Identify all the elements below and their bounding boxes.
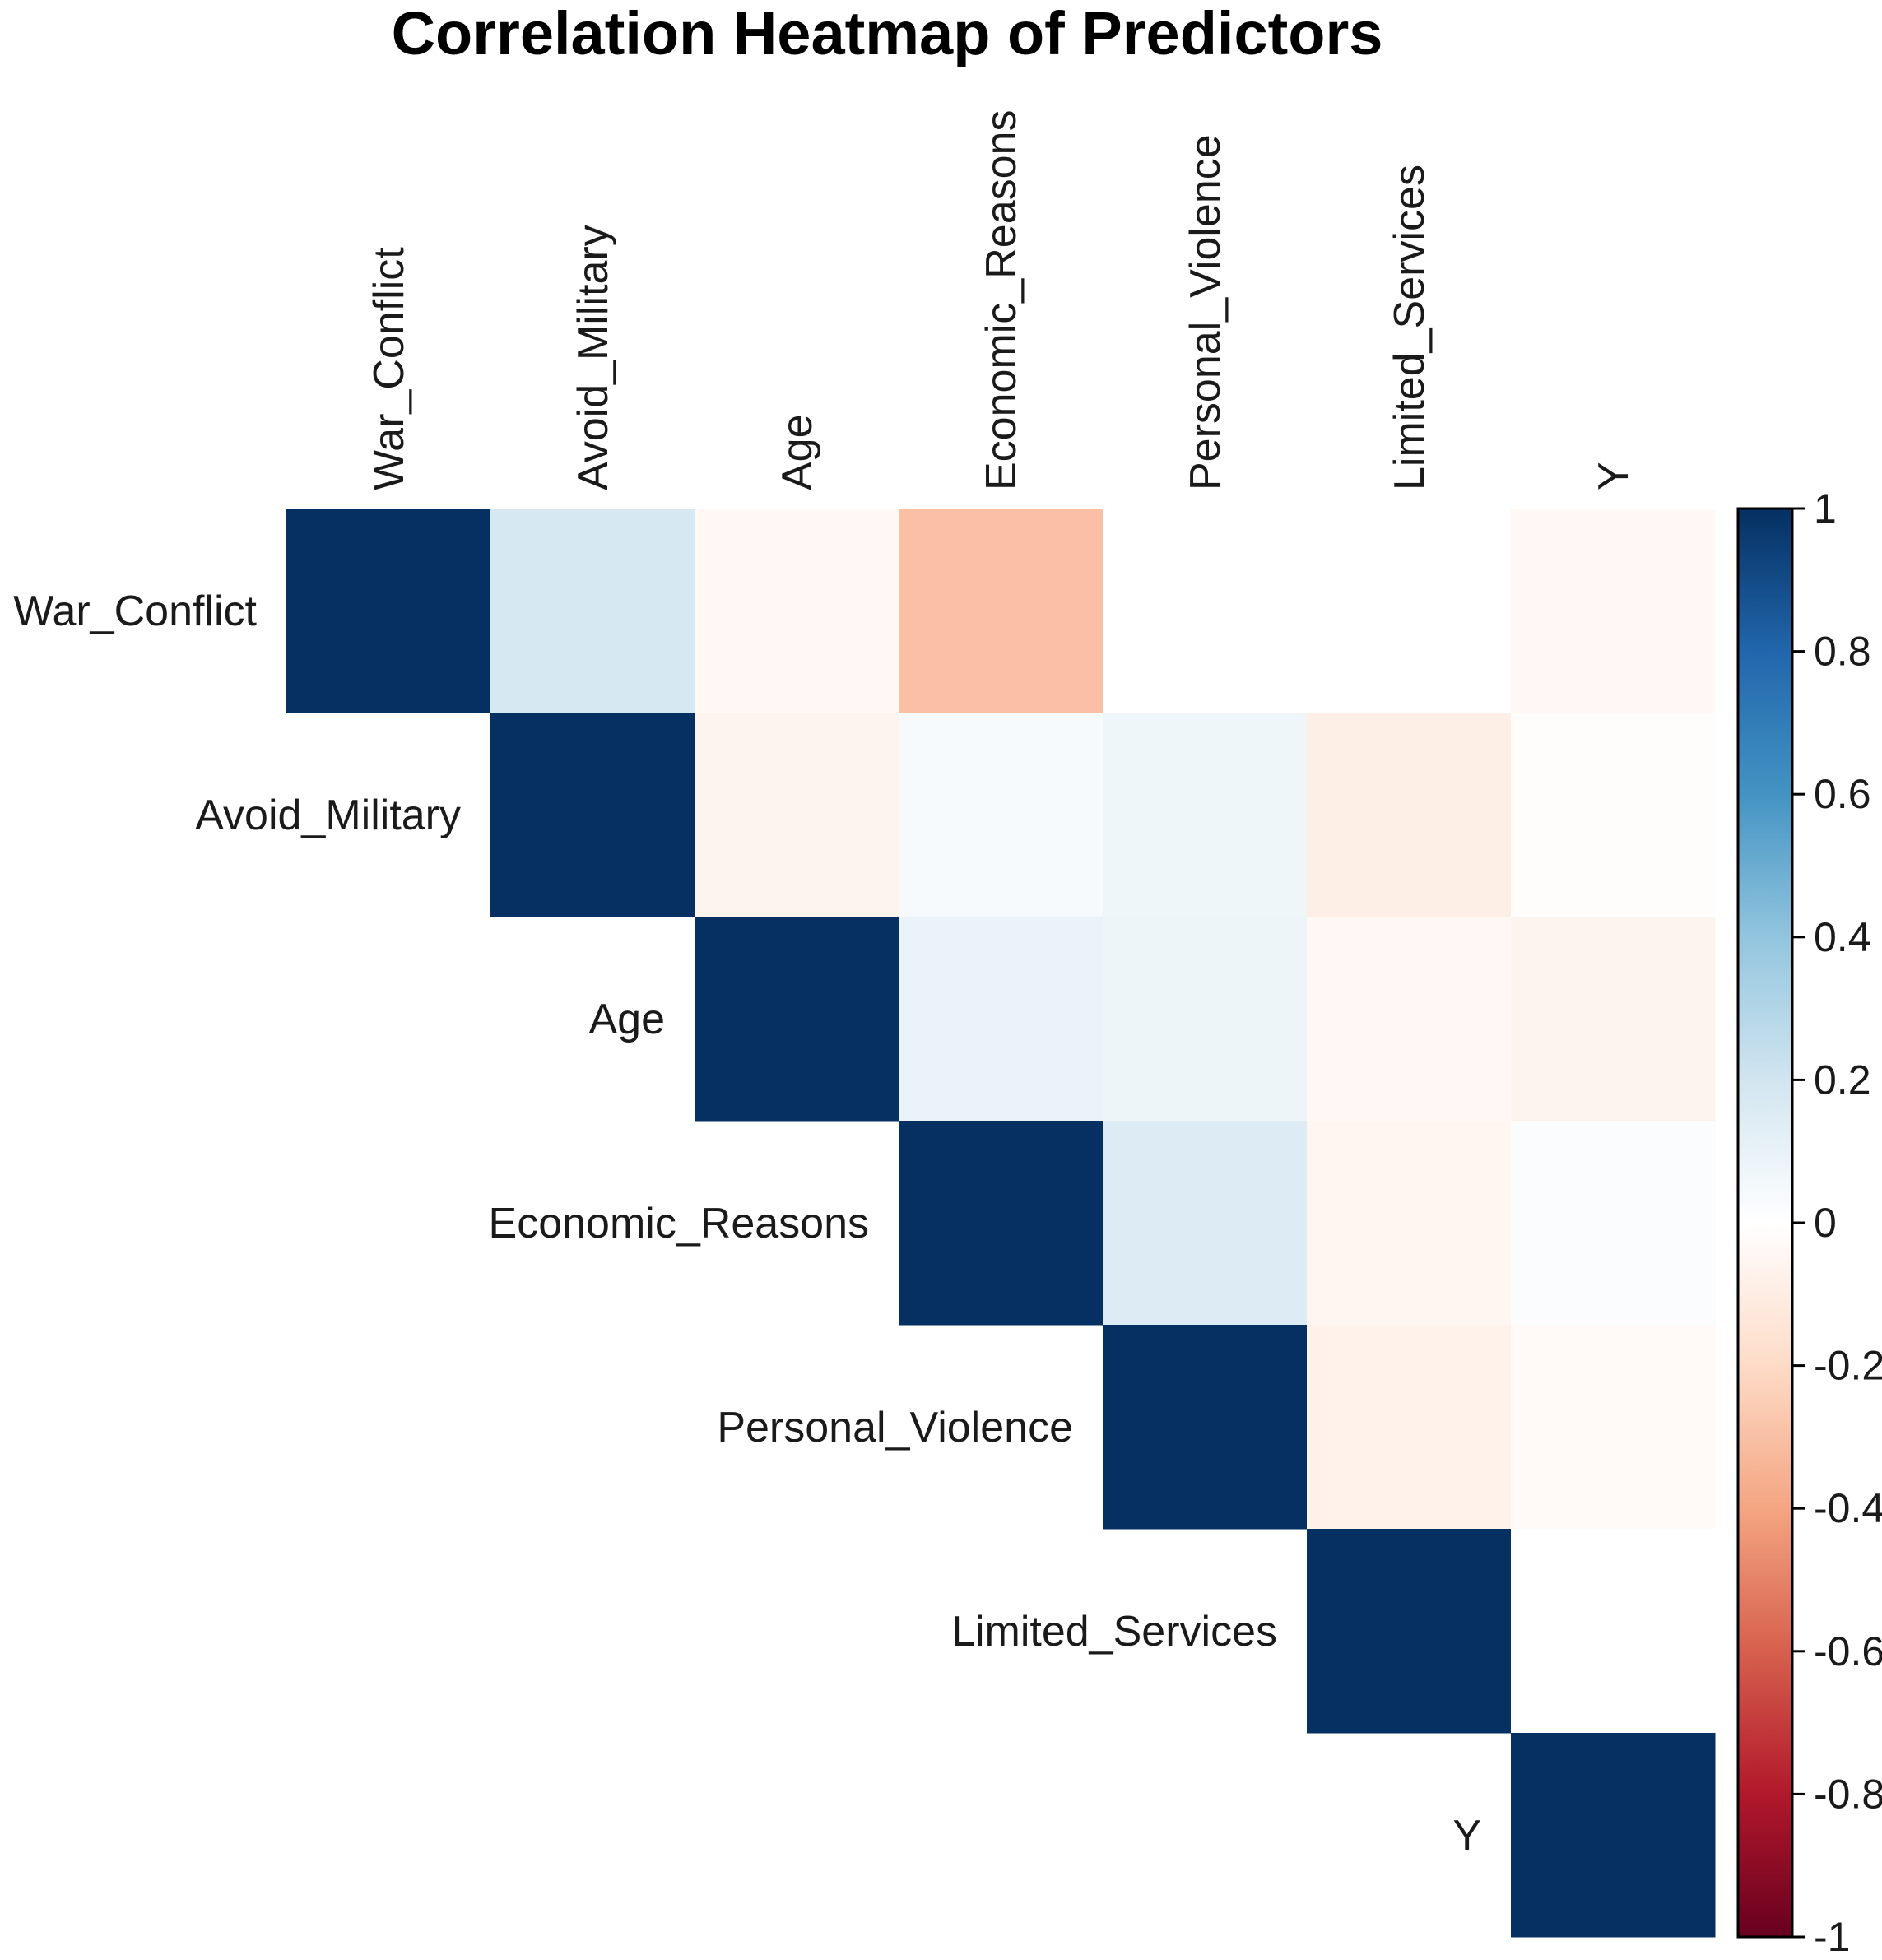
heatmap-cell xyxy=(899,1121,1104,1326)
column-label: Age xyxy=(774,414,821,490)
colorbar-tick-label: -0.6 xyxy=(1814,1628,1882,1674)
heatmap-cell xyxy=(1307,1121,1512,1326)
heatmap-cell xyxy=(1511,917,1716,1122)
heatmap-cell xyxy=(1103,1325,1308,1530)
heatmap-cell xyxy=(1307,509,1512,713)
heatmap-cell xyxy=(1511,1325,1716,1530)
row-label: Y xyxy=(1452,1812,1481,1860)
heatmap-cell xyxy=(1103,1121,1308,1326)
colorbar-tick-label: -1 xyxy=(1814,1914,1850,1960)
heatmap-cell xyxy=(695,509,899,713)
row-label: Personal_Violence xyxy=(717,1404,1073,1451)
heatmap-cell xyxy=(1103,509,1308,713)
colorbar-tick-label: 0.8 xyxy=(1814,629,1871,675)
colorbar-tick-label: 0 xyxy=(1814,1200,1837,1246)
heatmap-cell xyxy=(1307,1529,1512,1734)
colorbar: 1 0.8 0.6 0.4 0.2 0 -0.2 -0.4 -0.6 -0.8 -1 xyxy=(1736,485,1882,1960)
column-label: Y xyxy=(1590,462,1638,490)
heatmap-cell xyxy=(1511,1733,1716,1938)
colorbar-tick-label: -0.8 xyxy=(1814,1771,1882,1817)
colorbar-tick-label: 0.4 xyxy=(1814,914,1871,960)
column-label: Economic_Reasons xyxy=(978,110,1025,490)
heatmap-cell xyxy=(1511,1529,1716,1734)
heatmap-cell xyxy=(695,713,899,917)
colorbar-tick-label: 0.2 xyxy=(1814,1057,1871,1103)
colorbar-tick-label: -0.4 xyxy=(1814,1485,1882,1531)
chart-title: Correlation Heatmap of Predictors xyxy=(392,0,1383,67)
heatmap-cell xyxy=(286,509,491,713)
colorbar-gradient xyxy=(1736,507,1794,1939)
heatmap-cell xyxy=(1103,917,1308,1122)
row-label: Avoid_Military xyxy=(195,792,461,839)
heatmap-cell xyxy=(899,917,1104,1122)
heatmap-cell xyxy=(1307,713,1512,917)
colorbar-tick-label: 0.6 xyxy=(1814,771,1871,817)
heatmap-cell xyxy=(1511,713,1716,917)
heatmap-cell xyxy=(1307,917,1512,1122)
row-label: War_Conflict xyxy=(13,588,257,635)
row-labels: War_Conflict Avoid_Military Age Economic_Re… xyxy=(13,588,1481,1860)
colorbar-tick-label: -0.2 xyxy=(1814,1343,1882,1389)
heatmap-cell xyxy=(490,713,695,917)
heatmap-cell xyxy=(695,917,899,1122)
heatmap-cell xyxy=(899,509,1104,713)
column-label: Personal_Violence xyxy=(1182,134,1229,490)
heatmap-cell xyxy=(1511,509,1716,713)
heatmap-cell xyxy=(899,713,1104,917)
row-label: Limited_Services xyxy=(951,1608,1277,1656)
column-labels: War_Conflict Avoid_Military Age Economic_Re… xyxy=(365,110,1638,490)
heatmap-cells xyxy=(286,509,1716,1938)
colorbar-tick-label: 1 xyxy=(1814,485,1837,532)
column-label: War_Conflict xyxy=(365,247,413,490)
column-label: Avoid_Military xyxy=(569,225,617,490)
row-label: Age xyxy=(588,996,665,1043)
heatmap-cell xyxy=(1307,1325,1512,1530)
heatmap-cell xyxy=(1511,1121,1716,1326)
heatmap-cell xyxy=(490,509,695,713)
heatmap-cell xyxy=(1103,713,1308,917)
row-label: Economic_Reasons xyxy=(489,1200,869,1247)
column-label: Limited_Services xyxy=(1386,165,1434,490)
